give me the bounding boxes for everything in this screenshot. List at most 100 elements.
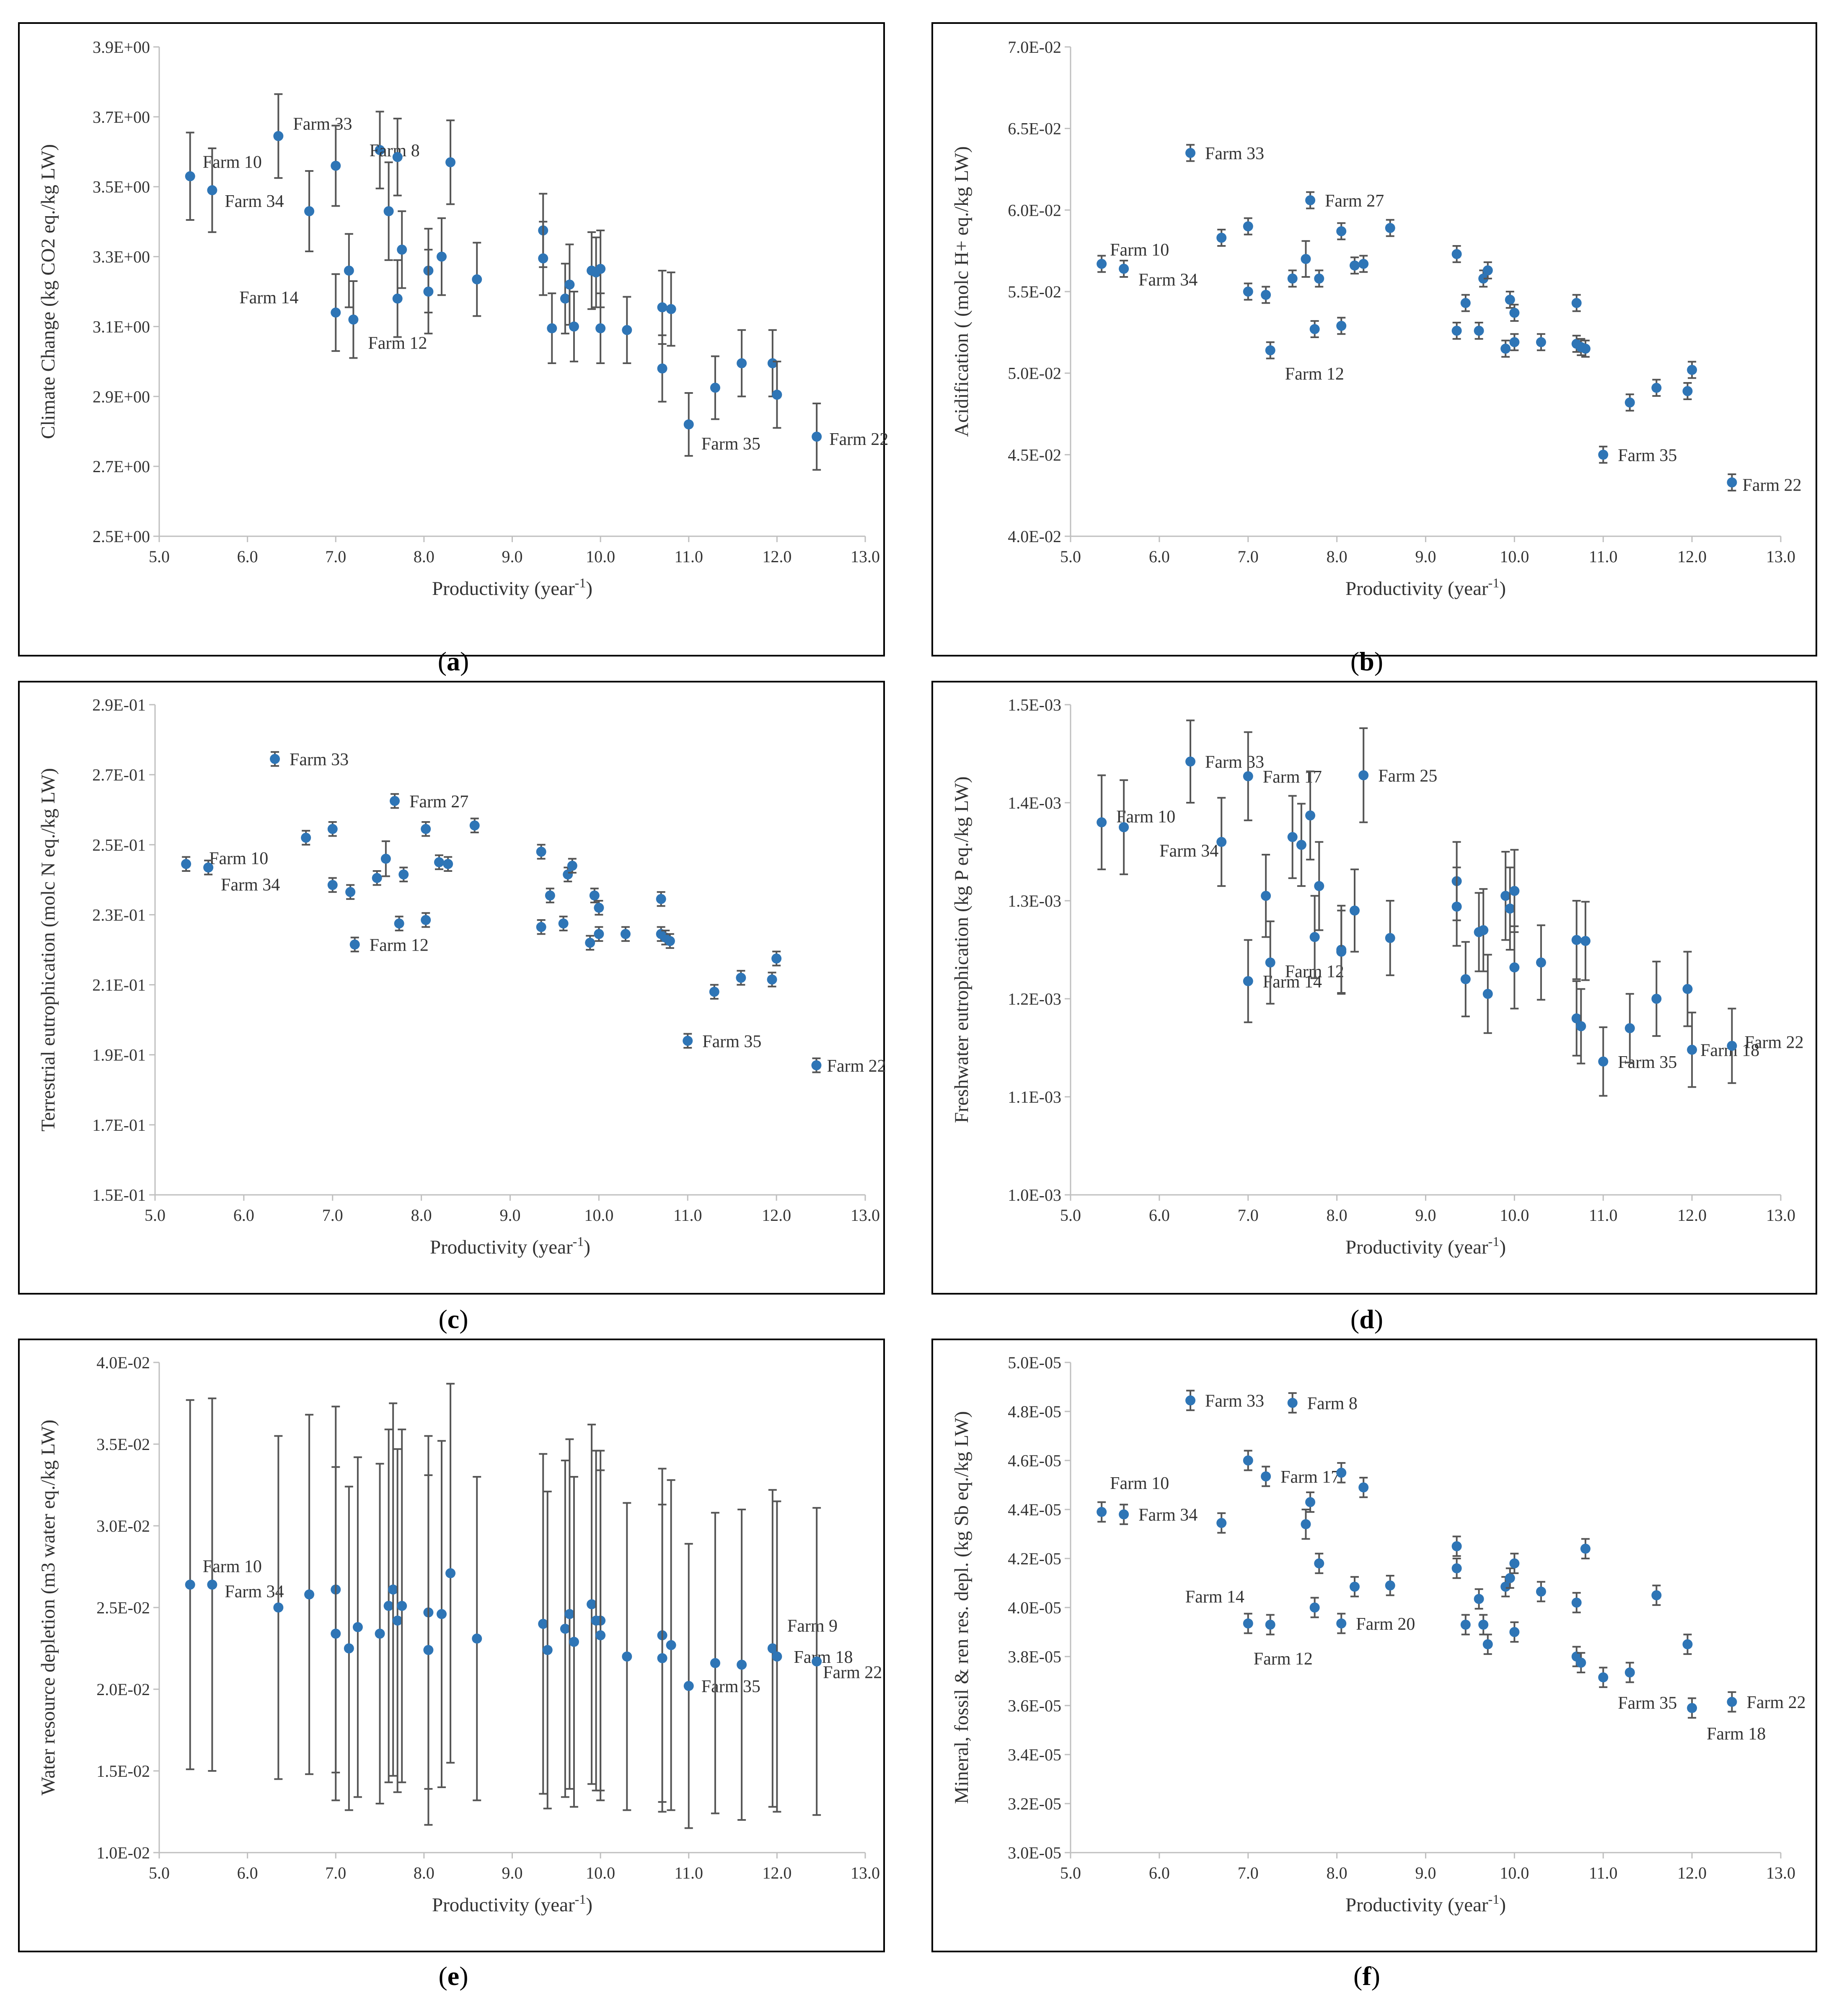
- scatter-marker: [423, 1645, 434, 1655]
- data-point: Farm 18: [772, 1500, 853, 1813]
- scatter-marker: [1451, 1541, 1462, 1551]
- scatter-marker: [1305, 810, 1316, 821]
- panel-caption: (a): [438, 646, 469, 676]
- point-label: Farm 22: [1742, 476, 1801, 495]
- data-point: [1505, 291, 1515, 309]
- scatter-marker: [1482, 1639, 1493, 1649]
- scatter-marker: [1500, 1582, 1511, 1592]
- scatter-marker: [1624, 1667, 1635, 1678]
- data-point: [434, 854, 444, 870]
- scatter-marker: [683, 1681, 694, 1691]
- data-point: [304, 1414, 315, 1775]
- data-point: [1474, 1588, 1484, 1610]
- scatter-marker: [1580, 936, 1591, 946]
- x-tick-label: 11.0: [1589, 1864, 1618, 1882]
- scatter-marker: [472, 1633, 482, 1644]
- scatter-marker: [423, 287, 434, 297]
- y-tick-label: 3.2E-05: [1008, 1794, 1061, 1813]
- scatter-marker: [398, 869, 409, 880]
- x-axis-label: Productivity (year-1): [430, 1234, 590, 1258]
- y-tick-label: 6.5E-02: [1008, 119, 1061, 138]
- data-point: [772, 360, 782, 429]
- data-point: [666, 271, 676, 347]
- data-point: [1309, 1597, 1320, 1618]
- panel-a: 5.0 6.0 7.0 8.0 9.0 10.0 11.0 12.0 13.0 2.5E+00 2.…: [18, 22, 888, 656]
- data-point: [344, 1486, 354, 1811]
- scatter-marker: [1536, 337, 1546, 347]
- data-point: Farm 9: [767, 1489, 838, 1808]
- scatter-marker: [1451, 249, 1462, 259]
- panel-b: 5.0 6.0 7.0 8.0 9.0 10.0 11.0 12.0 13.0 4.0E-02 4.…: [931, 22, 1817, 656]
- scatter-marker: [811, 1060, 822, 1070]
- point-label: Farm 22: [823, 1663, 882, 1683]
- data-point: [1571, 980, 1582, 1057]
- data-point: Farm 10: [1097, 1474, 1169, 1523]
- y-tick-label: 3.7E+00: [93, 108, 150, 127]
- scatter-marker: [1385, 933, 1395, 943]
- scatter-marker: [709, 987, 719, 997]
- data-point: [657, 269, 667, 345]
- scatter-marker: [1243, 221, 1253, 232]
- y-tick-label: 3.4E-05: [1008, 1745, 1061, 1764]
- data-point: [423, 248, 434, 335]
- y-tick-label: 3.0E-05: [1008, 1843, 1061, 1862]
- scatter-marker: [1358, 770, 1369, 781]
- data-point: [1350, 868, 1360, 953]
- scatter-marker: [564, 279, 575, 290]
- data-point: [472, 242, 482, 317]
- data-point: [469, 817, 480, 834]
- data-point: Farm 20: [1336, 1613, 1415, 1634]
- panel-caption: (d): [1350, 1304, 1383, 1334]
- data-point: Farm 35: [1598, 1667, 1677, 1713]
- scatter-marker: [327, 880, 338, 890]
- point-label: Farm 25: [1378, 766, 1437, 786]
- data-point: [1460, 941, 1471, 1018]
- scatter-marker: [437, 251, 447, 262]
- scatter-marker: [348, 314, 359, 325]
- y-tick-label: 2.1E-01: [92, 976, 146, 995]
- scatter-marker: [1243, 287, 1253, 297]
- panel-caption: (e): [438, 1961, 468, 1991]
- y-tick-label: 1.4E-03: [1008, 793, 1061, 812]
- scatter-marker: [569, 1636, 579, 1647]
- scatter-marker: [1598, 1672, 1609, 1683]
- point-label: Farm 34: [1138, 270, 1198, 289]
- point-label: Farm 20: [1356, 1615, 1415, 1634]
- data-point: Farm 18: [1687, 1697, 1766, 1744]
- data-point: [1500, 339, 1511, 358]
- scatter-marker: [1358, 1482, 1369, 1493]
- scatter-marker: [1451, 326, 1462, 336]
- scatter-marker: [1185, 148, 1196, 158]
- y-tick-label: 1.7E-01: [92, 1116, 146, 1135]
- data-point: [622, 296, 632, 364]
- scatter-marker: [394, 918, 404, 929]
- data-point: [737, 1509, 747, 1821]
- scatter-marker: [380, 853, 391, 864]
- data-point: [392, 259, 403, 338]
- scatter-marker: [812, 1656, 822, 1667]
- panel-frame: [18, 681, 885, 1295]
- scatter-marker: [1580, 344, 1591, 354]
- panel-d: 5.0 6.0 7.0 8.0 9.0 10.0 11.0 12.0 13.0 1.0E-03 1.…: [931, 681, 1817, 1295]
- scatter-marker: [1216, 233, 1227, 243]
- x-axis-label: Productivity (year-1): [432, 1892, 592, 1916]
- x-tick-label: 7.0: [325, 1864, 346, 1882]
- data-point: [1682, 951, 1693, 1027]
- point-label: Farm 33: [1205, 753, 1264, 772]
- scatter-marker: [595, 1630, 606, 1641]
- y-tick-label: 3.6E-05: [1008, 1696, 1061, 1715]
- scatter-marker: [1571, 1013, 1582, 1024]
- scatter-marker: [1576, 1021, 1586, 1031]
- scatter-marker: [390, 796, 400, 806]
- scatter-marker: [1460, 298, 1471, 308]
- data-point: [542, 1491, 553, 1809]
- data-point: [1314, 269, 1324, 288]
- scatter-marker: [558, 918, 569, 929]
- x-tick-label: 12.0: [762, 1206, 791, 1225]
- scatter-marker: [375, 145, 385, 155]
- scatter-marker: [585, 938, 595, 948]
- scatter-marker: [542, 1645, 553, 1655]
- x-tick-label: 7.0: [1238, 1206, 1259, 1225]
- point-label: Farm 17: [1263, 768, 1322, 787]
- point-label: Farm 14: [239, 288, 298, 308]
